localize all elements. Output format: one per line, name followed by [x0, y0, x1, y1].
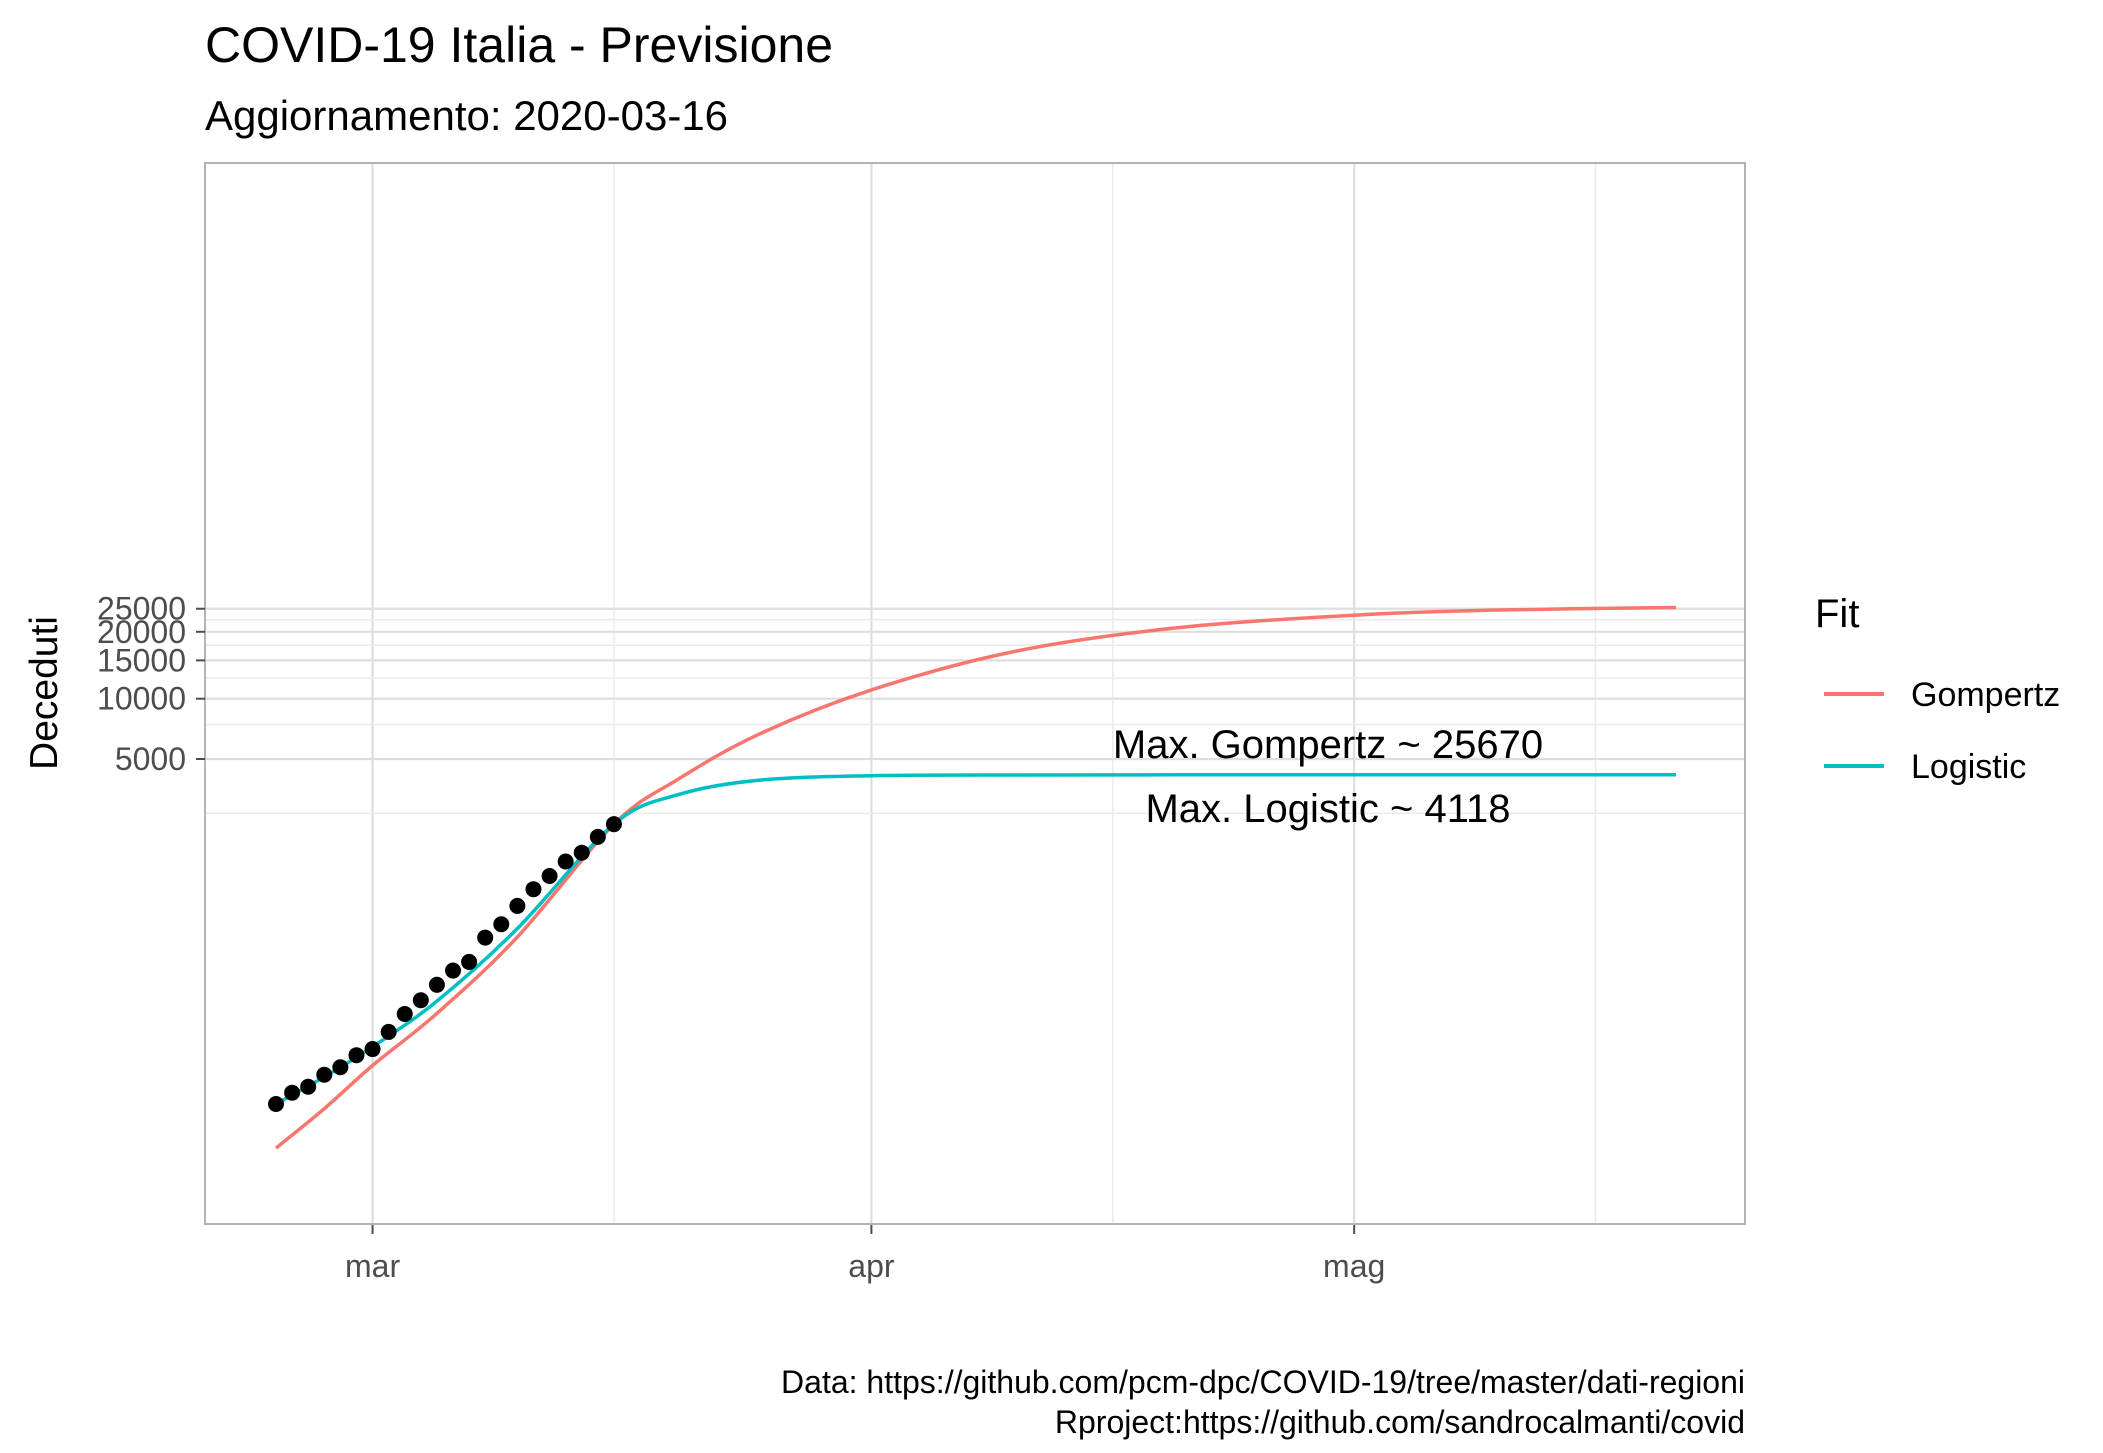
observed-points [268, 816, 622, 1113]
data-point [589, 828, 606, 845]
y-tick-label: 10000 [97, 681, 186, 717]
data-point [412, 992, 429, 1009]
data-point [332, 1059, 349, 1076]
series-line-logistic [275, 773, 1676, 1106]
y-tick-label: 25000 [97, 591, 186, 627]
x-tick-label: mag [1323, 1248, 1385, 1284]
data-point [509, 897, 526, 914]
data-point [284, 1084, 301, 1101]
y-axis-label: Deceduti [23, 616, 66, 770]
legend: Fit Gompertz Logistic [1815, 592, 2060, 786]
data-point [364, 1041, 381, 1058]
x-axis-ticks: mar apr mag [345, 1225, 1385, 1284]
chart-subtitle: Aggiornamento: 2020-03-16 [205, 92, 728, 139]
x-tick-label: apr [848, 1248, 895, 1284]
data-point [445, 962, 462, 979]
caption-rproject: Rproject:https://github.com/sandrocalman… [1055, 1404, 1745, 1440]
legend-title: Fit [1815, 592, 1859, 636]
y-tick-label: 5000 [115, 741, 186, 777]
data-point [461, 953, 478, 970]
data-point [348, 1047, 365, 1064]
x-tick-label: mar [345, 1248, 400, 1284]
data-point [316, 1066, 333, 1083]
annotation-gompertz: Max. Gompertz ~ 25670 [1113, 723, 1543, 767]
y-tick-label: 20000 [97, 614, 186, 650]
data-point [573, 844, 590, 861]
data-point [477, 929, 494, 946]
data-point [493, 916, 510, 933]
data-point [428, 976, 445, 993]
caption-data-source: Data: https://github.com/pcm-dpc/COVID-1… [781, 1364, 1745, 1400]
data-point [396, 1005, 413, 1022]
data-point [300, 1078, 317, 1095]
legend-label-gompertz: Gompertz [1911, 676, 2060, 714]
legend-label-logistic: Logistic [1911, 748, 2026, 786]
series-layer [274, 605, 1677, 1150]
chart-title: COVID-19 Italia - Previsione [205, 17, 833, 73]
y-tick-label: 15000 [97, 642, 186, 678]
data-point [605, 816, 622, 833]
data-point [268, 1096, 284, 1113]
data-point [525, 881, 542, 898]
data-point [380, 1023, 397, 1040]
data-point [541, 868, 558, 885]
plot-panel [204, 162, 1746, 1225]
data-point [557, 853, 574, 870]
annotation-logistic: Max. Logistic ~ 4118 [1145, 787, 1510, 831]
series-line-gompertz [274, 605, 1677, 1150]
